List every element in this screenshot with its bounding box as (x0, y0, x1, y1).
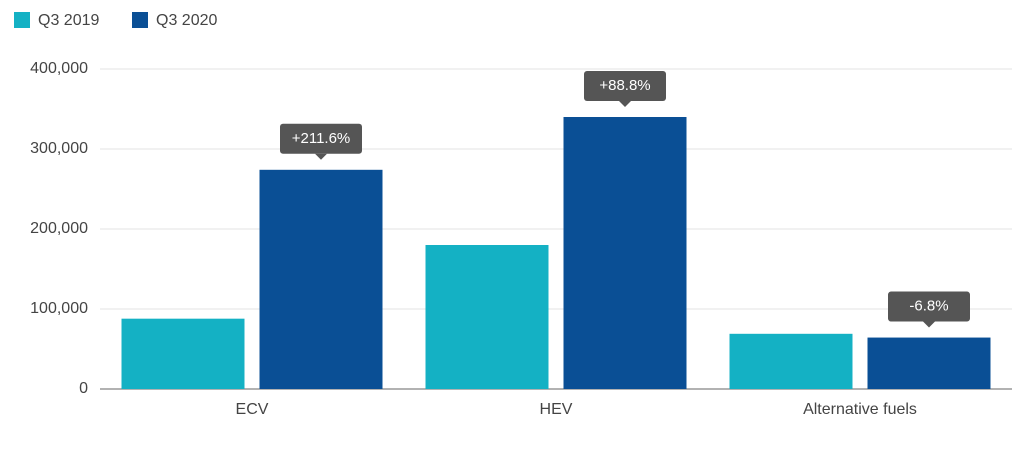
y-tick-label: 300,000 (30, 140, 88, 157)
bar (425, 245, 549, 389)
callout-label: -6.8% (909, 298, 948, 315)
callout-box (584, 71, 666, 101)
x-tick-label: Alternative fuels (803, 401, 917, 418)
callout-box (280, 123, 362, 154)
callout-pointer (923, 321, 935, 328)
legend-label: Q3 2020 (156, 12, 217, 29)
callout-box (888, 291, 970, 322)
callout-pointer (315, 153, 327, 160)
legend-swatch (14, 12, 30, 28)
bar (867, 337, 991, 389)
y-tick-label: 400,000 (30, 60, 88, 77)
callout-label: +88.8% (599, 77, 650, 94)
callout-pointer (619, 101, 631, 107)
y-tick-label: 0 (79, 380, 88, 397)
bar (729, 333, 853, 389)
y-tick-label: 200,000 (30, 220, 88, 237)
bar (121, 318, 245, 389)
x-tick-label: HEV (540, 401, 573, 418)
bar (563, 117, 687, 389)
x-tick-label: ECV (236, 401, 269, 418)
bar (259, 169, 383, 389)
legend-label: Q3 2019 (38, 12, 99, 29)
y-tick-label: 100,000 (30, 300, 88, 317)
callout-label: +211.6% (292, 130, 351, 147)
legend-swatch (132, 12, 148, 28)
